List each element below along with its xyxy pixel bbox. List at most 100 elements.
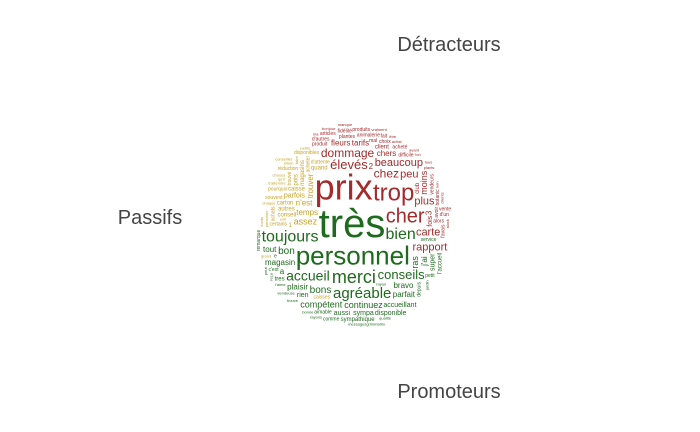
word-1: prix	[315, 166, 373, 207]
word-119: sinon	[284, 160, 294, 165]
word-16: plus	[414, 196, 435, 208]
word-34: magasin	[265, 258, 295, 267]
word-24: compétent	[300, 300, 343, 310]
word-108: manque	[338, 122, 353, 127]
word-60: tres	[275, 276, 285, 282]
word-29: 3	[424, 210, 433, 215]
word-32: n'est	[296, 198, 313, 207]
word-93: depuis	[417, 282, 423, 297]
word-77: l'avais	[441, 224, 447, 238]
word-120: petits	[300, 145, 310, 150]
word-37: j'ai	[420, 256, 429, 267]
word-59: sympathique	[341, 317, 376, 323]
word-68: animalerie	[357, 133, 380, 139]
group-label-passifs: Passifs	[118, 207, 182, 229]
word-25: ras	[410, 256, 420, 269]
word-55: quand	[311, 165, 328, 171]
word-107: être	[389, 134, 397, 139]
word-42: parfois	[284, 193, 306, 200]
word-91: service	[421, 237, 437, 243]
word-26: chers	[377, 149, 397, 158]
word-130: bonne	[302, 309, 314, 314]
word-6: toujours	[262, 228, 319, 245]
group-label-promoteurs: Promoteurs	[397, 381, 500, 403]
word-8: agréable	[333, 285, 391, 302]
word-9: accueil	[286, 267, 330, 283]
word-134: messagesgrimmatrix	[348, 322, 385, 327]
word-117: faire	[294, 155, 299, 164]
word-63: alors	[433, 218, 444, 224]
word-133: peut	[263, 266, 268, 275]
word-124: vendeuse	[277, 290, 295, 295]
word-94: c'est	[268, 267, 279, 273]
word-48: disponible	[375, 310, 407, 317]
word-62: produit	[312, 142, 328, 148]
word-41: fois	[427, 215, 434, 226]
word-100: plants	[424, 165, 435, 170]
word-43: sympa	[353, 310, 374, 317]
word-128: trouve	[287, 298, 299, 303]
word-113: personne	[264, 210, 269, 227]
word-35: bravo	[393, 281, 414, 290]
word-101: clients	[440, 192, 445, 203]
word-111: tous	[425, 159, 433, 164]
word-49: club	[415, 182, 421, 194]
word-3: trop	[373, 179, 414, 206]
word-110: ma	[313, 132, 319, 137]
word-13: dommage	[321, 146, 375, 160]
word-90: réduction	[278, 166, 299, 172]
word-67: difficile	[398, 152, 413, 158]
word-10: élevés	[330, 157, 368, 172]
word-88: disponibles	[294, 150, 320, 156]
word-97: remarque	[256, 230, 262, 252]
group-label-detracteurs: Détracteurs	[397, 34, 500, 56]
word-65: avoir	[434, 207, 440, 218]
word-61: l'accueil	[438, 253, 444, 274]
word-74: articles	[320, 131, 336, 137]
word-12: chez	[374, 167, 399, 181]
word-19: bons	[310, 285, 332, 296]
word-69: vendeurs	[430, 174, 436, 195]
word-129: reçu	[268, 273, 273, 281]
word-82: d'attente	[311, 159, 330, 165]
word-122: grand	[261, 254, 271, 259]
word-132: rayons	[310, 314, 322, 319]
word-106: l'on	[415, 152, 421, 157]
word-73: botanic	[435, 189, 441, 206]
word-50: client	[375, 144, 389, 150]
word-115: chaque	[262, 200, 276, 205]
word-7: bien	[385, 226, 415, 243]
word-81: acheter	[306, 156, 312, 173]
word-28: tarifs	[352, 138, 369, 147]
word-104: avant	[409, 147, 420, 152]
word-52: caisse	[288, 187, 306, 193]
word-40: a	[280, 267, 285, 276]
word-4: cher	[386, 206, 425, 228]
word-95: comme	[323, 316, 340, 322]
word-103: vraiment	[371, 127, 387, 132]
word-44: rien	[297, 292, 309, 299]
word-21: moins	[419, 170, 429, 195]
word-105: non	[435, 181, 440, 188]
word-5: merci	[332, 267, 376, 287]
word-112: voir	[280, 217, 287, 222]
word-64: mal	[369, 138, 377, 144]
word-127: rayon	[376, 281, 386, 286]
word-38: parfait	[393, 290, 416, 299]
word-0: très	[319, 202, 386, 246]
word-45: super	[429, 253, 436, 271]
word-76: vente	[439, 207, 451, 213]
word-33: trouver	[306, 173, 315, 198]
word-86: pourquoi	[268, 187, 287, 193]
word-126: l'aime	[275, 282, 286, 287]
word-51: conseil	[277, 212, 296, 218]
word-87: souvent	[265, 195, 283, 201]
word-85: trouvé	[287, 171, 293, 185]
word-2: personnel	[296, 240, 410, 270]
word-11: conseils	[378, 267, 425, 282]
word-54: 1	[289, 223, 293, 229]
word-79: produits	[352, 127, 370, 133]
word-17: rapport	[412, 242, 447, 254]
